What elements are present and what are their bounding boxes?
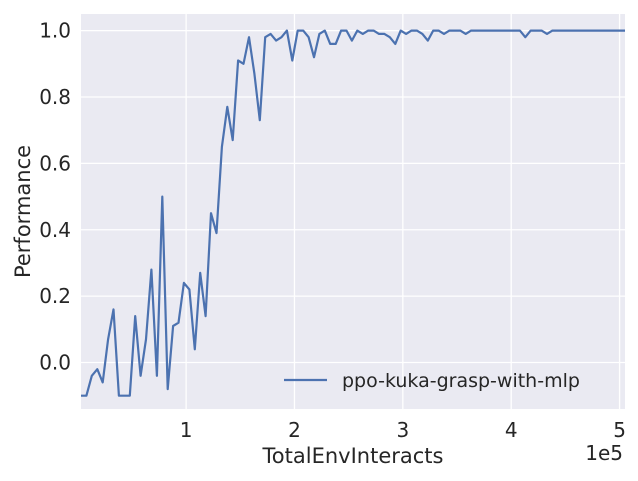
x-tick-label: 5 xyxy=(613,418,626,442)
y-tick-label: 0.4 xyxy=(39,218,71,242)
x-tick-label: 1 xyxy=(180,418,193,442)
x-tick-label: 4 xyxy=(505,418,518,442)
x-axis-ticks: 1 2 3 4 5 xyxy=(180,418,626,442)
series-layer xyxy=(81,29,625,397)
y-tick-label: 1.0 xyxy=(39,19,71,43)
y-tick-label: 0.8 xyxy=(39,85,71,109)
x-tick-label: 3 xyxy=(396,418,409,442)
series-line xyxy=(81,29,625,397)
legend: ppo-kuka-grasp-with-mlp xyxy=(284,370,580,392)
x-axis-label: TotalEnvInteracts xyxy=(262,444,444,468)
y-tick-label: 0.0 xyxy=(39,351,71,375)
y-axis-label: Performance xyxy=(11,145,35,278)
y-axis-ticks: 0.0 0.2 0.4 0.6 0.8 1.0 xyxy=(39,19,71,375)
x-tick-label: 2 xyxy=(288,418,301,442)
y-tick-label: 0.6 xyxy=(39,151,71,175)
y-tick-label: 0.2 xyxy=(39,284,71,308)
x-axis-offset-label: 1e5 xyxy=(585,441,623,465)
legend-entry-label: ppo-kuka-grasp-with-mlp xyxy=(342,370,580,392)
